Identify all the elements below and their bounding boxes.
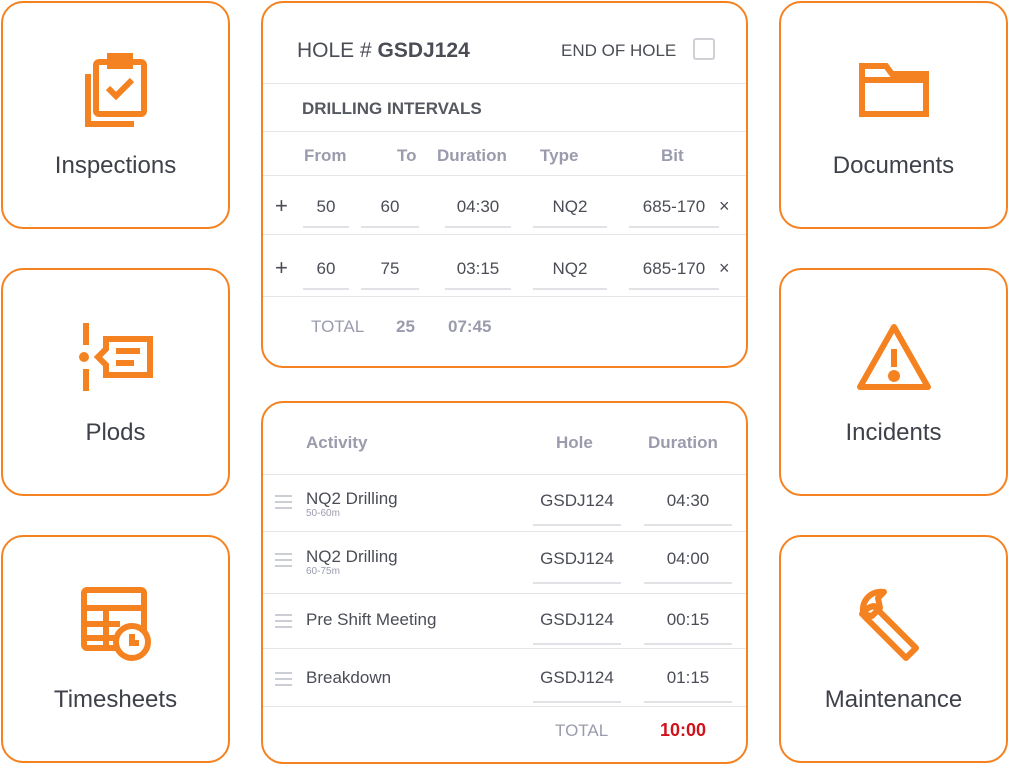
hole-card: HOLE # GSDJ124 END OF HOLE DRILLING INTE… bbox=[261, 1, 748, 368]
tile-label: Documents bbox=[832, 152, 955, 179]
col-bit: Bit bbox=[661, 146, 684, 165]
table-clock-icon bbox=[80, 587, 151, 661]
col-activity: Activity bbox=[306, 433, 368, 452]
activity-name: Breakdown bbox=[306, 668, 392, 687]
activity-range: 50-60m bbox=[306, 508, 340, 519]
col-from: From bbox=[304, 146, 347, 165]
tile-timesheets[interactable]: Timesheets bbox=[1, 535, 230, 763]
drag-handle-icon[interactable] bbox=[275, 672, 292, 686]
activity-name: NQ2 Drilling bbox=[306, 547, 398, 566]
col-duration: Duration bbox=[648, 433, 718, 452]
tile-inspections[interactable]: Inspections bbox=[1, 1, 230, 229]
to-input[interactable]: 75 bbox=[380, 259, 400, 278]
duration-input[interactable]: 01:15 bbox=[666, 668, 710, 687]
activities-card: Activity Hole Duration NQ2 Drilling 50-6… bbox=[261, 401, 748, 764]
tile-label: Plods bbox=[85, 419, 146, 446]
tile-incidents[interactable]: Incidents bbox=[779, 268, 1008, 496]
total-depth: 25 bbox=[396, 317, 415, 336]
tile-label: Timesheets bbox=[53, 686, 178, 713]
hole-title: HOLE # GSDJ124 bbox=[297, 39, 470, 63]
col-duration: Duration bbox=[437, 146, 507, 165]
end-of-hole-label: END OF HOLE bbox=[561, 41, 677, 60]
folder-icon bbox=[858, 63, 929, 117]
add-icon[interactable]: + bbox=[275, 193, 288, 218]
hole-input[interactable]: GSDJ124 bbox=[540, 668, 614, 687]
bit-input[interactable]: 685-170 bbox=[642, 197, 706, 216]
hole-prefix: HOLE # bbox=[297, 39, 372, 62]
type-input[interactable]: NQ2 bbox=[552, 197, 588, 216]
duration-input[interactable]: 04:00 bbox=[666, 549, 710, 568]
col-to: To bbox=[397, 146, 417, 165]
clipboard-check-icon bbox=[84, 53, 147, 127]
duration-input[interactable]: 04:30 bbox=[456, 197, 500, 216]
tile-plods[interactable]: Plods bbox=[1, 268, 230, 496]
tile-label: Inspections bbox=[54, 152, 177, 179]
warning-icon bbox=[856, 324, 931, 390]
end-of-hole-checkbox[interactable] bbox=[693, 38, 715, 60]
from-input[interactable]: 50 bbox=[316, 197, 336, 216]
type-input[interactable]: NQ2 bbox=[552, 259, 588, 278]
tile-label: Maintenance bbox=[824, 686, 963, 713]
from-input[interactable]: 60 bbox=[316, 259, 336, 278]
total-label: TOTAL bbox=[311, 317, 365, 336]
bit-input[interactable]: 685-170 bbox=[642, 259, 706, 278]
tile-maintenance[interactable]: Maintenance bbox=[779, 535, 1008, 763]
section-title: DRILLING INTERVALS bbox=[302, 99, 482, 118]
hole-input[interactable]: GSDJ124 bbox=[540, 549, 614, 568]
activity-range: 60-75m bbox=[306, 566, 340, 577]
drag-handle-icon[interactable] bbox=[275, 553, 292, 567]
hole-input[interactable]: GSDJ124 bbox=[540, 491, 614, 510]
total-label: TOTAL bbox=[555, 721, 609, 740]
duration-input[interactable]: 00:15 bbox=[666, 610, 710, 629]
duration-input[interactable]: 04:30 bbox=[666, 491, 710, 510]
add-icon[interactable]: + bbox=[275, 255, 288, 280]
drag-handle-icon[interactable] bbox=[275, 614, 292, 628]
tile-documents[interactable]: Documents bbox=[779, 1, 1008, 229]
timeline-list-icon bbox=[78, 323, 153, 391]
hole-id: GSDJ124 bbox=[377, 39, 470, 62]
total-duration: 10:00 bbox=[660, 720, 707, 740]
activity-name: NQ2 Drilling bbox=[306, 489, 398, 508]
wrench-icon bbox=[858, 588, 919, 661]
total-duration: 07:45 bbox=[448, 317, 492, 336]
remove-icon[interactable]: × bbox=[719, 258, 730, 278]
remove-icon[interactable]: × bbox=[719, 196, 730, 216]
hole-input[interactable]: GSDJ124 bbox=[540, 610, 614, 629]
tile-label: Incidents bbox=[845, 419, 942, 446]
to-input[interactable]: 60 bbox=[380, 197, 400, 216]
col-type: Type bbox=[540, 146, 579, 165]
col-hole: Hole bbox=[556, 433, 593, 452]
activity-name: Pre Shift Meeting bbox=[306, 610, 437, 629]
drag-handle-icon[interactable] bbox=[275, 495, 292, 509]
duration-input[interactable]: 03:15 bbox=[456, 259, 500, 278]
